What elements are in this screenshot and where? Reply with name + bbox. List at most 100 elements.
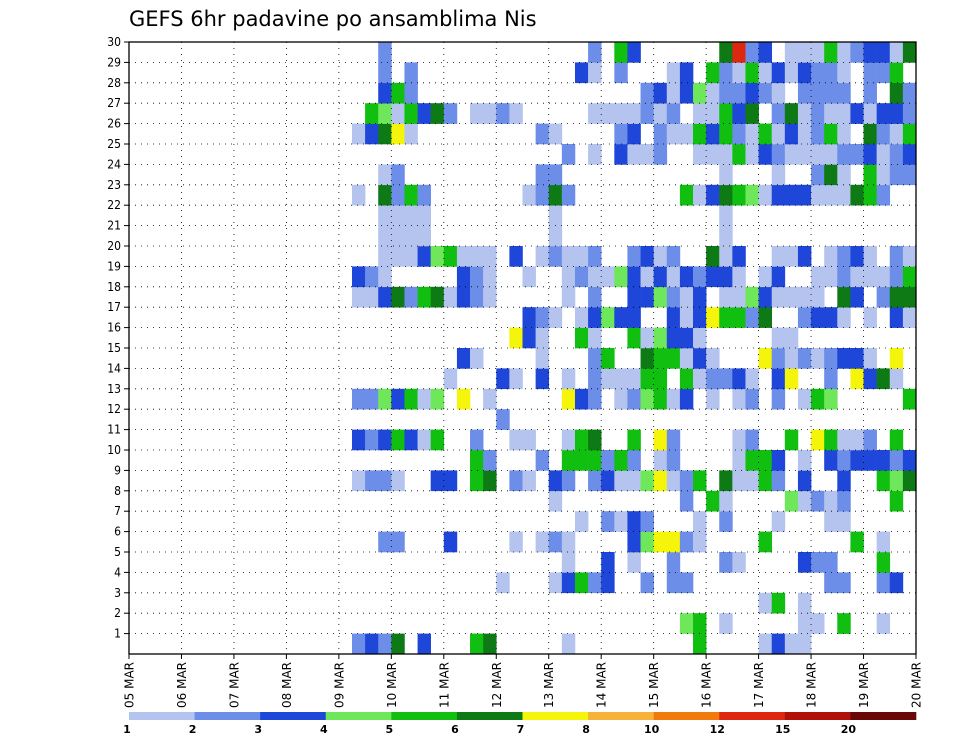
heatmap-cell bbox=[640, 348, 654, 369]
heatmap-cell bbox=[758, 592, 773, 614]
heatmap-cell bbox=[378, 205, 392, 226]
heatmap-cell bbox=[627, 144, 641, 165]
heatmap-cell bbox=[758, 184, 773, 206]
heatmap-cell bbox=[811, 429, 825, 451]
heatmap-cell bbox=[784, 368, 799, 390]
heatmap-cell bbox=[627, 103, 641, 124]
heatmap-cell bbox=[706, 388, 720, 410]
heatmap-cell bbox=[509, 368, 523, 390]
heatmap-cell bbox=[863, 348, 877, 369]
heatmap-cell bbox=[771, 470, 786, 492]
heatmap-cell bbox=[456, 246, 471, 267]
heatmap-cell bbox=[850, 286, 864, 308]
heatmap-cell bbox=[706, 82, 720, 104]
y-tick-label: 6 bbox=[114, 525, 121, 539]
heatmap-cell bbox=[614, 388, 628, 410]
heatmap-cell bbox=[574, 429, 589, 451]
heatmap-cell bbox=[470, 450, 484, 471]
heatmap-cell bbox=[850, 144, 864, 165]
heatmap-cell bbox=[863, 62, 877, 84]
heatmap-cell bbox=[771, 348, 786, 369]
heatmap-cells bbox=[351, 42, 917, 655]
heatmap-cell bbox=[430, 286, 445, 308]
heatmap-cell bbox=[719, 42, 733, 63]
colorbar-label: 4 bbox=[320, 723, 328, 736]
heatmap-cell bbox=[614, 123, 628, 145]
y-tick-label: 1 bbox=[114, 627, 121, 641]
heatmap-cell bbox=[745, 450, 759, 471]
heatmap-cell bbox=[548, 184, 563, 206]
colorbar-swatch bbox=[719, 712, 786, 720]
heatmap-cell bbox=[837, 348, 851, 369]
heatmap-cell bbox=[771, 450, 786, 471]
heatmap-cell bbox=[719, 490, 733, 512]
y-tick-label: 22 bbox=[107, 198, 121, 212]
heatmap-cell bbox=[784, 184, 799, 206]
heatmap-cell bbox=[666, 103, 681, 124]
heatmap-cell bbox=[732, 388, 746, 410]
heatmap-cell bbox=[548, 246, 563, 267]
heatmap-cell bbox=[679, 490, 694, 512]
heatmap-cell bbox=[876, 42, 891, 63]
heatmap-cell bbox=[693, 368, 707, 390]
heatmap-cell bbox=[561, 531, 576, 553]
heatmap-cell bbox=[653, 103, 668, 124]
heatmap-cell bbox=[679, 307, 694, 328]
heatmap-cell bbox=[902, 144, 917, 165]
heatmap-cell bbox=[837, 613, 851, 634]
heatmap-cell bbox=[430, 429, 445, 451]
heatmap-cell bbox=[719, 144, 733, 165]
heatmap-cell bbox=[391, 123, 405, 145]
heatmap-cell bbox=[483, 246, 497, 267]
heatmap-cell bbox=[666, 82, 681, 104]
heatmap-cell bbox=[417, 103, 431, 124]
heatmap-cell bbox=[601, 552, 615, 573]
heatmap-cell bbox=[850, 429, 864, 451]
heatmap-cell bbox=[811, 388, 825, 410]
heatmap-cell bbox=[561, 552, 576, 573]
x-tick-label: 07 MAR bbox=[227, 662, 241, 708]
heatmap-cell bbox=[365, 266, 379, 288]
heatmap-cell bbox=[653, 266, 668, 288]
heatmap-cell bbox=[784, 144, 799, 165]
y-tick-label: 7 bbox=[114, 504, 121, 518]
heatmap-cell bbox=[811, 184, 825, 206]
heatmap-cell bbox=[666, 388, 681, 410]
heatmap-cell bbox=[784, 62, 799, 84]
heatmap-cell bbox=[771, 246, 786, 267]
heatmap-cell bbox=[706, 184, 720, 206]
heatmap-cell bbox=[811, 552, 825, 573]
heatmap-cell bbox=[797, 552, 812, 573]
heatmap-cell bbox=[666, 62, 681, 84]
heatmap-cell bbox=[902, 450, 917, 471]
heatmap-cell bbox=[693, 307, 707, 328]
heatmap-cell bbox=[693, 184, 707, 206]
heatmap-cell bbox=[561, 429, 576, 451]
heatmap-cell bbox=[758, 123, 773, 145]
heatmap-cell bbox=[378, 184, 392, 206]
x-tick-label: 13 MAR bbox=[542, 662, 556, 708]
heatmap-cell bbox=[574, 388, 589, 410]
heatmap-cell bbox=[837, 572, 851, 594]
heatmap-cell bbox=[365, 388, 379, 410]
heatmap-cell bbox=[837, 164, 851, 186]
heatmap-cell bbox=[732, 470, 746, 492]
heatmap-cell bbox=[719, 368, 733, 390]
heatmap-cell bbox=[522, 184, 536, 206]
heatmap-cell bbox=[365, 123, 379, 145]
heatmap-cell bbox=[850, 246, 864, 267]
heatmap-cell bbox=[588, 144, 602, 165]
heatmap-cell bbox=[771, 266, 786, 288]
heatmap-cell bbox=[378, 82, 392, 104]
heatmap-cell bbox=[351, 266, 366, 288]
heatmap-cell bbox=[745, 42, 759, 63]
heatmap-cell bbox=[719, 613, 733, 634]
heatmap-cell bbox=[758, 450, 773, 471]
heatmap-cell bbox=[706, 266, 720, 288]
heatmap-cell bbox=[811, 62, 825, 84]
heatmap-cell bbox=[679, 184, 694, 206]
heatmap-cell bbox=[588, 103, 602, 124]
heatmap-cell bbox=[797, 592, 812, 614]
heatmap-cell bbox=[601, 103, 615, 124]
heatmap-cell bbox=[574, 450, 589, 471]
